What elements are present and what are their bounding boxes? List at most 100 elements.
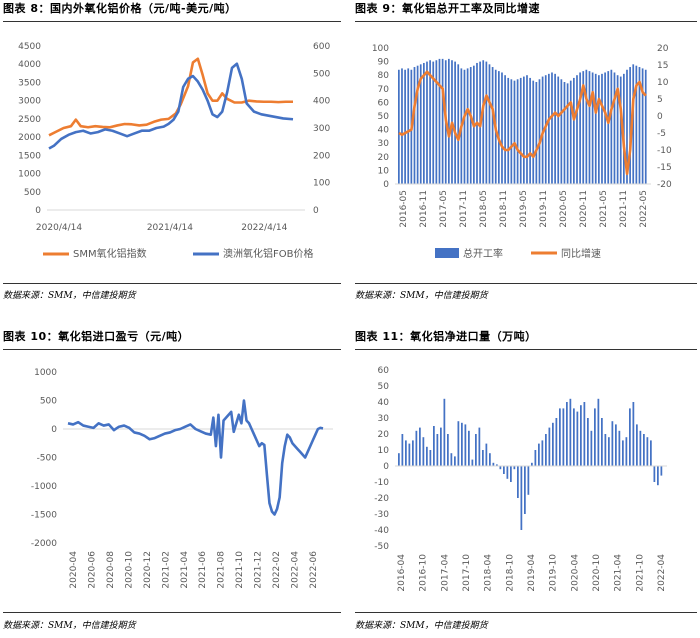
chart10-x-tick: 2020-12 — [143, 551, 153, 589]
chart11-x-tick: 2017-04 — [440, 554, 450, 592]
chart9-bar — [482, 60, 485, 184]
chart11-y-tick: 20 — [378, 430, 390, 440]
chart11-bar — [576, 411, 579, 466]
chart11-y-tick: -50 — [374, 542, 389, 552]
chart11-y-tick: 40 — [378, 398, 390, 408]
chart10-source-rule — [3, 612, 341, 613]
chart11-y-tick: -20 — [374, 494, 389, 504]
chart11-x-tick: 2021-10 — [635, 554, 645, 592]
chart9-bar — [532, 80, 535, 184]
chart11-bar — [489, 453, 491, 466]
chart11-y-tick: 60 — [378, 366, 390, 376]
chart10-y-tick: -1500 — [31, 511, 57, 521]
chart11-bar — [583, 402, 586, 466]
chart9-left-tick: 90 — [378, 58, 390, 68]
chart9-bar — [498, 71, 500, 184]
chart9-bar — [548, 73, 550, 184]
chart9-bar — [398, 69, 400, 184]
chart11-x-tick: 2020-04 — [570, 554, 580, 592]
chart8-left-tick: 4500 — [18, 42, 41, 52]
chart10-x-tick: 2020-10 — [124, 551, 134, 589]
chart11-bar — [468, 430, 470, 466]
chart9-x-tick: 2016-05 — [399, 190, 409, 228]
chart10-y-tick: -2000 — [31, 539, 57, 549]
chart11-x-tick: 2020-10 — [592, 554, 602, 592]
chart9-bar — [579, 72, 581, 184]
chart9-legend-label-1: 同比增速 — [561, 247, 601, 260]
chart11-bar — [587, 418, 589, 466]
chart8-source-rule — [3, 283, 341, 284]
chart11-bar — [510, 466, 512, 482]
chart11-bar — [562, 408, 565, 466]
chart11-source-rule — [355, 612, 697, 613]
chart8-title-rule — [3, 21, 341, 22]
chart9-bar — [619, 76, 622, 184]
chart8-right-tick: 300 — [313, 124, 330, 134]
chart11-title: 图表 11：氧化铝净进口量（万吨） — [355, 330, 537, 343]
chart10-y-tick: 500 — [40, 397, 57, 407]
chart11-bar — [401, 434, 404, 466]
chart9-bar — [607, 71, 610, 184]
chart8-legend-label-1: 澳洲氧化铝FOB价格 — [223, 247, 313, 260]
chart11-bar — [639, 430, 642, 466]
chart11-bar — [499, 466, 502, 470]
chart11-bar — [517, 466, 519, 498]
chart11-bar — [475, 434, 477, 466]
chart11-bar — [636, 424, 638, 466]
chart9-svg: 0 10 20 30 40 50 60 70 80 90 100 -20 -15 -10 -5 0 5 10 15 2… — [372, 44, 672, 260]
chart9-legend-label-0: 总开工率 — [463, 247, 503, 260]
chart10-source: 数据来源：SMM，中信建投期货 — [3, 621, 136, 631]
chart11-bar — [629, 408, 631, 466]
chart10-y-tick: 0 — [51, 425, 57, 435]
chart9-left-tick: 60 — [378, 98, 390, 108]
chart8-left-tick: 4000 — [18, 60, 41, 70]
chart9-bar — [463, 69, 466, 184]
chart10-x-tick: 2020-06 — [87, 551, 97, 589]
chart9-bar — [501, 72, 503, 184]
chart9-bar — [523, 76, 525, 184]
chart9-right-tick: 15 — [657, 61, 668, 71]
chart9-bar — [588, 71, 591, 184]
chart11-bar — [436, 434, 439, 466]
chart9-source-rule — [355, 283, 697, 284]
chart8-left-tick: 2000 — [18, 133, 41, 143]
chart9-bar — [638, 67, 641, 184]
chart10-x-tick: 2022-06 — [309, 551, 319, 589]
chart11-bar — [622, 440, 624, 466]
chart9-left-tick: 30 — [378, 139, 390, 149]
chart9-bar — [401, 68, 403, 184]
chart9-bar — [598, 75, 600, 184]
chart11-bar — [471, 459, 474, 466]
chart9-bar — [488, 64, 491, 184]
chart11-y-tick: -10 — [374, 478, 389, 488]
chart11-y-tick: -40 — [374, 526, 389, 536]
chart8-left-tick: 500 — [24, 188, 41, 198]
chart9-right-tick: -10 — [657, 146, 672, 156]
chart9-bar — [529, 77, 531, 184]
chart9-bar — [585, 69, 588, 184]
chart11-bar — [611, 421, 614, 466]
chart11-bar — [506, 466, 509, 479]
chart9-bar — [613, 72, 616, 184]
chart11-bar — [632, 402, 635, 466]
chart9-right-tick: 10 — [657, 78, 669, 88]
chart9-left-tick: 0 — [383, 180, 389, 190]
chart10-y-tick: -1000 — [31, 482, 57, 492]
chart9-bar — [429, 60, 431, 184]
chart11-bar — [520, 466, 523, 530]
chart9-bar — [557, 76, 560, 184]
chart9-bar — [560, 79, 563, 184]
chart8-source: 数据来源：SMM，中信建投期货 — [3, 291, 136, 301]
chart9-bar — [644, 69, 647, 184]
chart9-bar — [469, 67, 472, 184]
chart11-bar — [594, 408, 596, 466]
chart8-right-tick: 0 — [313, 206, 319, 216]
chart9-bar — [448, 58, 450, 184]
chart9-bar — [426, 61, 428, 184]
chart11-bar — [408, 443, 411, 466]
chart11-x-tick: 2021-04 — [614, 554, 624, 592]
chart11-bar — [443, 398, 446, 466]
chart11-bar — [478, 427, 481, 466]
chart11-x-tick: 2017-10 — [462, 554, 472, 592]
chart8-left-tick: 0 — [35, 206, 41, 216]
